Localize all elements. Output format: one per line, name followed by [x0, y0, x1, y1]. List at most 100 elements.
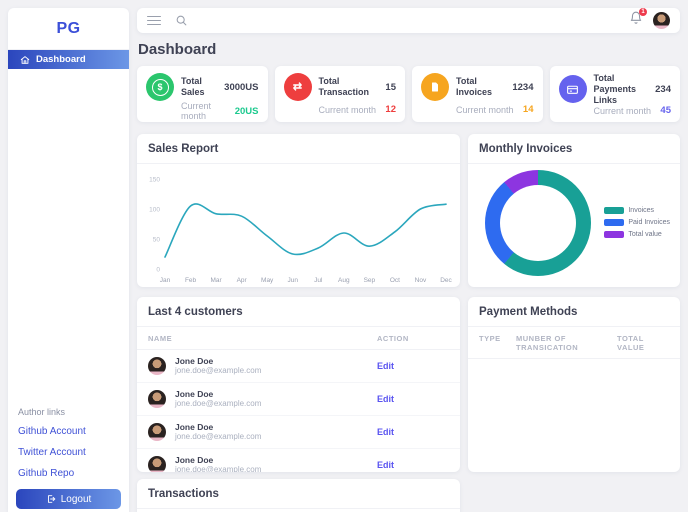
sidebar: PG Dashboard Author links Github Account…: [8, 8, 129, 512]
stat-card-total-invoices: Total Invoices 1234 Current month 14: [412, 66, 543, 122]
current-month-label: Current month: [593, 105, 652, 116]
edit-customer-link[interactable]: Edit: [377, 427, 394, 437]
edit-customer-link[interactable]: Edit: [377, 361, 394, 371]
current-month-value: 12: [385, 104, 396, 115]
stat-card-total-payment-links: Total Payments Links 234 Current month 4…: [549, 66, 680, 122]
stat-label: Total Invoices: [456, 76, 493, 97]
link-twitter-account[interactable]: Twitter Account: [18, 447, 86, 458]
customer-name: Jone Doe: [175, 388, 214, 399]
customer-row: Jone Doe jone.doe@example.com Edit: [137, 416, 460, 449]
app-logo: PG: [8, 8, 129, 50]
link-github-repo[interactable]: Github Repo: [18, 468, 75, 479]
topbar: 1: [137, 8, 680, 33]
stat-value: 15: [385, 81, 396, 93]
legend-item-invoices: Invoices: [604, 207, 670, 214]
logout-label: Logout: [60, 493, 92, 505]
customer-name: Jone Doe: [175, 355, 214, 366]
current-month-label: Current month: [181, 101, 212, 121]
invoice-document-icon: [421, 73, 449, 101]
author-links-heading: Author links: [18, 407, 66, 417]
sales-report-title: Sales Report: [137, 134, 460, 164]
legend-item-total-value: Total value: [604, 231, 670, 238]
last-customers-title: Last 4 customers: [137, 297, 460, 327]
customer-row: Jone Doe jone.doe@example.com Edit: [137, 350, 460, 383]
svg-text:Apr: Apr: [237, 277, 248, 284]
customer-avatar: [148, 357, 166, 375]
customer-avatar: [148, 390, 166, 408]
customer-name: Jone Doe: [175, 421, 214, 432]
sales-report-panel: Sales Report 0 50 100 150 Jan Feb Mar Apr May Jun…: [137, 134, 460, 287]
page-title: Dashboard: [138, 41, 217, 58]
sidebar-item-dashboard[interactable]: Dashboard: [8, 50, 129, 69]
stat-card-total-sales: $ Total Sales 3000US Current month 20US: [137, 66, 268, 122]
topbar-actions: 1: [629, 8, 670, 30]
current-month-value: 14: [522, 104, 534, 115]
payment-methods-title: Payment Methods: [468, 297, 680, 327]
svg-text:Oct: Oct: [390, 277, 400, 284]
last-customers-panel: Last 4 customers NAME ACTION Jone Doe jo…: [137, 297, 460, 472]
edit-customer-link[interactable]: Edit: [377, 460, 394, 470]
customer-email: jone.doe@example.com: [175, 399, 262, 409]
current-month-label: Current month: [318, 104, 377, 115]
customers-table-header: NAME ACTION: [137, 327, 460, 350]
link-github-account[interactable]: Github Account: [18, 426, 86, 437]
stat-label: Total Sales: [181, 76, 205, 97]
search-icon[interactable]: [175, 14, 188, 27]
svg-text:Jul: Jul: [314, 277, 323, 284]
home-icon: [20, 55, 30, 65]
sales-line-chart: 0 50 100 150 Jan Feb Mar Apr May Jun Jul Aug Sep Oct N…: [149, 177, 452, 285]
stat-value: 234: [655, 83, 671, 95]
customer-name: Jone Doe: [175, 454, 214, 465]
current-month-value: 45: [660, 105, 671, 117]
svg-text:Mar: Mar: [210, 277, 222, 284]
svg-text:Nov: Nov: [415, 277, 427, 284]
stat-cards-row: $ Total Sales 3000US Current month 20US …: [137, 66, 680, 122]
stat-value: 1234: [512, 81, 534, 93]
svg-text:150: 150: [149, 177, 160, 184]
svg-text:50: 50: [153, 237, 161, 244]
stat-label: Total Transaction: [318, 76, 370, 97]
column-header-type: TYPE: [479, 334, 501, 343]
customer-row: Jone Doe jone.doe@example.com Edit: [137, 383, 460, 416]
svg-text:0: 0: [156, 267, 160, 274]
current-month-label: Current month: [456, 104, 514, 115]
svg-text:100: 100: [149, 207, 160, 214]
transactions-panel: Transactions: [137, 479, 460, 512]
user-avatar[interactable]: [653, 12, 670, 29]
svg-text:Jan: Jan: [160, 277, 171, 284]
svg-text:Jun: Jun: [287, 277, 298, 284]
logout-button[interactable]: Logout: [16, 489, 121, 509]
customer-email: jone.doe@example.com: [175, 465, 262, 472]
monthly-invoices-title: Monthly Invoices: [468, 134, 680, 164]
stat-value: 3000US: [224, 81, 259, 93]
legend-swatch: [604, 231, 625, 238]
customer-email: jone.doe@example.com: [175, 432, 262, 442]
monthly-invoices-panel: Monthly Invoices Invoices Paid Invoices …: [468, 134, 680, 287]
svg-text:Feb: Feb: [185, 277, 197, 284]
transfer-arrows-icon: ⇄: [283, 73, 312, 101]
customer-avatar: [148, 423, 166, 441]
legend-swatch: [604, 207, 625, 214]
menu-icon[interactable]: [147, 15, 161, 26]
logout-icon: [46, 494, 56, 504]
svg-text:Dec: Dec: [440, 277, 452, 284]
dollar-coin-icon: $: [146, 73, 174, 101]
customer-avatar: [148, 456, 166, 472]
sidebar-nav: Dashboard: [8, 50, 129, 69]
payment-methods-table-header: TYPE MUNBER OF TRANSICATION TOTAL VALUE: [468, 327, 680, 359]
invoices-donut-chart: [485, 169, 591, 276]
customer-email: jone.doe@example.com: [175, 366, 262, 376]
transactions-title: Transactions: [137, 479, 460, 509]
column-header-action: ACTION: [377, 334, 409, 343]
notifications-bell-icon[interactable]: 1: [629, 8, 647, 30]
legend-swatch: [604, 219, 625, 226]
stat-label: Total Payments Links: [593, 73, 637, 105]
legend-item-paid-invoices: Paid Invoices: [604, 219, 670, 226]
payment-methods-panel: Payment Methods TYPE MUNBER OF TRANSICAT…: [468, 297, 680, 472]
svg-text:Sep: Sep: [364, 277, 376, 284]
edit-customer-link[interactable]: Edit: [377, 394, 394, 404]
svg-text:Aug: Aug: [338, 277, 350, 284]
sidebar-item-label: Dashboard: [36, 54, 86, 65]
column-header-name: NAME: [148, 334, 173, 343]
